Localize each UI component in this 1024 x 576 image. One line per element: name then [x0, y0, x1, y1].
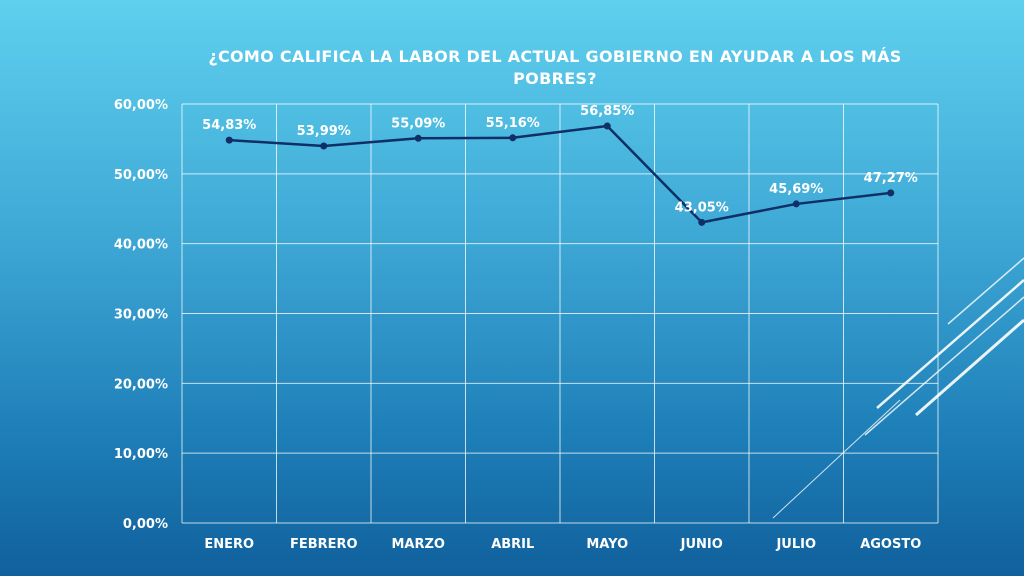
data-label: 56,85% [580, 104, 634, 119]
y-tick-label: 50,00% [114, 168, 168, 183]
data-labels: 54,83% 53,99% 55,09% 55,16% 56,85% 43,05% 45,6… [202, 104, 918, 215]
decor-line [864, 296, 1024, 436]
decor-line [947, 257, 1024, 325]
data-label: 55,16% [486, 116, 540, 131]
y-tick-label: 30,00% [114, 308, 168, 323]
y-axis: 0,00% 10,00% 20,00% 30,00% 40,00% 50,00% 60,00… [114, 98, 168, 532]
x-tick-label: AGOSTO [860, 537, 921, 552]
data-point [225, 136, 233, 144]
decor-line [772, 399, 901, 519]
y-tick-label: 20,00% [114, 377, 168, 392]
data-label: 45,69% [769, 182, 823, 197]
data-label: 54,83% [202, 118, 256, 133]
y-tick-label: 0,00% [123, 517, 168, 532]
x-tick-label: JULIO [775, 537, 816, 552]
data-label: 55,09% [391, 116, 445, 131]
data-point [887, 189, 895, 197]
data-label: 53,99% [297, 124, 351, 139]
x-tick-label: ENERO [204, 537, 254, 552]
decor-line [876, 279, 1024, 409]
x-tick-label: ABRIL [491, 537, 534, 552]
x-tick-label: MARZO [392, 537, 446, 552]
series-line [229, 124, 891, 224]
series [225, 122, 895, 226]
data-point [698, 218, 706, 226]
decorative-lines [772, 257, 1024, 519]
y-tick-label: 60,00% [114, 98, 168, 113]
grid [181, 103, 939, 524]
y-tick-label: 40,00% [114, 238, 168, 253]
x-tick-label: MAYO [586, 537, 628, 552]
data-point [603, 122, 611, 130]
chart-title: ¿COMO CALIFICA LA LABOR DEL ACTUAL GOBIE… [208, 47, 902, 88]
x-tick-label: JUNIO [680, 537, 723, 552]
x-tick-label: FEBRERO [290, 537, 358, 552]
data-point [792, 200, 800, 208]
data-label: 47,27% [864, 171, 918, 186]
data-point [414, 134, 422, 142]
data-label: 43,05% [675, 200, 729, 215]
decor-line [915, 318, 1024, 417]
data-point [509, 134, 517, 142]
y-tick-label: 10,00% [114, 447, 168, 462]
data-point [320, 142, 328, 150]
x-axis: ENERO FEBRERO MARZO ABRIL MAYO JUNIO JULIO AGOS… [204, 537, 921, 552]
